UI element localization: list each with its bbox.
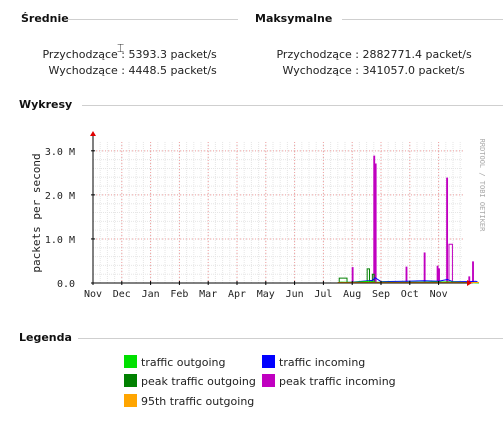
chart-minor-grid [93, 142, 463, 283]
packets-chart: 0.0 1.0 M 2.0 M 3.0 M Nov Dec Jan Feb Mar Apr May… [30, 131, 486, 300]
x-tick-label: Nov [84, 289, 102, 300]
averages-title: Średnie [21, 12, 69, 25]
maximums-title: Maksymalne [255, 12, 333, 25]
maximums-divider [342, 19, 503, 20]
legend-swatch-peak-traffic-incoming [262, 374, 275, 387]
chart-x-tick-labels: Nov Dec Jan Feb Mar Apr May Jun Jul Aug Sep Oct Nov [84, 289, 448, 300]
legend-item-traffic-incoming: traffic incoming [262, 355, 365, 369]
legend-swatch-traffic-outgoing [124, 355, 137, 368]
y-tick-label: 2.0 M [45, 191, 75, 202]
avg-incoming-label: Przychodzące : [42, 48, 125, 61]
x-tick-label: Jun [286, 289, 304, 300]
legend-label-peak-traffic-outgoing: peak traffic outgoing [141, 375, 256, 388]
x-tick-label: Dec [113, 289, 131, 300]
max-outgoing-value: 341057.0 packet/s [362, 64, 465, 77]
avg-incoming-value: 5393.3 packet/s [128, 48, 217, 61]
series-peak-traffic-incoming [351, 155, 474, 284]
y-tick-label: 3.0 M [45, 147, 75, 158]
max-incoming-row: Przychodzące : 2882771.4 packet/s [0, 48, 472, 61]
chart-series-layer [337, 155, 480, 284]
x-tick-label: Sep [372, 289, 390, 300]
x-tick-label: Oct [401, 289, 419, 300]
x-tick-label: Feb [170, 289, 188, 300]
chart-y-tick-labels: 0.0 1.0 M 2.0 M 3.0 M [45, 147, 75, 290]
legend-swatch-traffic-incoming [262, 355, 275, 368]
legend-label-peak-traffic-incoming: peak traffic incoming [279, 375, 396, 388]
x-tick-label: Jul [314, 289, 332, 300]
x-tick-label: May [257, 289, 275, 300]
x-tick-label: Aug [343, 289, 361, 300]
series-peak-traffic-outgoing [338, 268, 375, 284]
x-tick-label: Jan [142, 289, 160, 300]
x-tick-label: Mar [199, 289, 217, 300]
graphs-divider [82, 105, 503, 106]
max-incoming-label: Przychodzące : [276, 48, 359, 61]
legend-label-traffic-outgoing: traffic outgoing [141, 356, 226, 369]
x-tick-label: Apr [228, 289, 246, 300]
avg-outgoing-label: Wychodzące : [48, 64, 125, 77]
avg-incoming-row: Przychodzące : 5393.3 packet/s [0, 48, 217, 61]
text-cursor-icon: ⌶ [117, 41, 125, 55]
series-traffic-incoming [337, 277, 480, 284]
y-tick-label: 0.0 [57, 279, 75, 290]
chart-y-axis-label: packets per second [30, 153, 43, 272]
avg-outgoing-value: 4448.5 packet/s [128, 64, 217, 77]
legend-swatch-95th-traffic-outgoing [124, 394, 137, 407]
chart-axes [90, 131, 472, 286]
max-incoming-value: 2882771.4 packet/s [362, 48, 472, 61]
x-tick-label: Nov [430, 289, 448, 300]
legend-divider [78, 338, 503, 339]
graphs-title: Wykresy [19, 98, 73, 111]
legend-title: Legenda [19, 331, 72, 344]
x-axis-arrow-icon [467, 280, 472, 286]
legend-label-traffic-incoming: traffic incoming [279, 356, 366, 369]
averages-divider [66, 19, 238, 20]
legend-label-95th-traffic-outgoing: 95th traffic outgoing [141, 395, 255, 408]
legend-item-traffic-outgoing: traffic outgoing [124, 355, 226, 369]
legend-swatch-peak-traffic-outgoing [124, 374, 137, 387]
legend-item-peak-traffic-outgoing: peak traffic outgoing [124, 374, 256, 388]
legend-item-95th-traffic-outgoing: 95th traffic outgoing [124, 394, 254, 408]
max-outgoing-label: Wychodzące : [282, 64, 359, 77]
legend-item-peak-traffic-incoming: peak traffic incoming [262, 374, 396, 388]
chart-watermark: RRDTOOL / TOBI OETIKER [478, 139, 486, 233]
avg-outgoing-row: Wychodzące : 4448.5 packet/s [0, 64, 217, 77]
max-outgoing-row: Wychodzące : 341057.0 packet/s [0, 64, 465, 77]
y-axis-arrow-icon [90, 131, 96, 136]
y-tick-label: 1.0 M [45, 235, 75, 246]
